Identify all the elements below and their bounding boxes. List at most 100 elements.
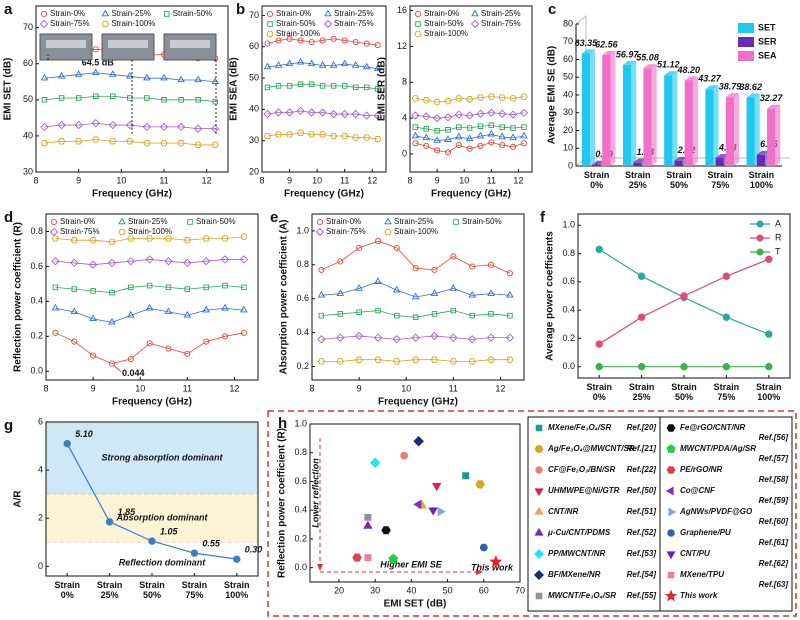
- annotation: 64.5 dB: [82, 58, 115, 68]
- x-tick-label: 11: [340, 175, 349, 185]
- y-axis-label: EMI SEA (dB): [229, 57, 240, 121]
- data-point: [362, 111, 371, 120]
- data-point: [363, 134, 371, 141]
- annotation: This work: [471, 562, 514, 572]
- plot-frame: [409, 5, 533, 173]
- data-point: [476, 109, 485, 118]
- data-point: [423, 126, 430, 132]
- data-point: [40, 139, 49, 147]
- y-tick-label: 0.6: [562, 276, 575, 286]
- data-point: [142, 122, 152, 132]
- legend-marker: [315, 227, 325, 237]
- x-axis-label: Frequency (GHz): [431, 189, 511, 200]
- data-point: [422, 133, 431, 141]
- data-point: [433, 136, 441, 143]
- data-point: [411, 292, 420, 300]
- data-point: [431, 482, 442, 492]
- data-point: [363, 40, 370, 47]
- data-point: [449, 358, 458, 365]
- data-point: [165, 284, 172, 291]
- series-line: [321, 359, 510, 362]
- legend-ref: Ref.[58]: [759, 475, 789, 484]
- series-line: [55, 236, 244, 243]
- series-line: [44, 139, 216, 146]
- annotation: 0.044: [122, 368, 145, 378]
- data-point: [40, 122, 49, 132]
- bar-top: [643, 64, 657, 69]
- bar: [633, 162, 642, 166]
- bar-side: [672, 71, 678, 166]
- data-point: [595, 245, 603, 254]
- data-point: [468, 290, 476, 298]
- sample-photo-detail: [108, 40, 148, 48]
- x-tick-label: 9: [287, 175, 292, 185]
- legend-label: Strain-50%: [424, 19, 464, 28]
- data-point: [466, 145, 473, 152]
- y-tick-label: 0.0: [294, 562, 307, 572]
- bar-top: [602, 50, 616, 55]
- legend-ref: Ref.[50]: [627, 486, 657, 495]
- data-point: [411, 111, 420, 120]
- data-point: [164, 307, 173, 315]
- data-point: [240, 305, 248, 313]
- value-label: 56.97: [616, 49, 640, 59]
- value-label: 55.08: [636, 53, 659, 63]
- data-point: [75, 95, 82, 101]
- y-tick-label: 4: [38, 465, 43, 475]
- data-point: [373, 64, 382, 71]
- legend-label: UHMWPE@Ni/GTR: [548, 486, 620, 495]
- data-point: [57, 120, 66, 130]
- data-point: [412, 124, 419, 130]
- x-tick-label: 9: [76, 175, 81, 185]
- legend-marker: [756, 234, 764, 242]
- bar-side: [631, 60, 637, 166]
- legend-marker: [324, 9, 332, 17]
- legend-label: Ag/Fe₃O₄@MWCNT/SR: [547, 444, 635, 453]
- legend-label: Strain-25%: [128, 217, 168, 226]
- bar-top: [746, 93, 760, 98]
- data-point: [341, 83, 348, 89]
- bar: [746, 97, 755, 166]
- legend-marker: [667, 571, 675, 579]
- legend-marker: [384, 228, 392, 236]
- data-point: [203, 284, 209, 291]
- series-line: [55, 285, 244, 294]
- legend-marker: [534, 527, 544, 536]
- data-point: [70, 258, 79, 268]
- bar: [602, 54, 611, 166]
- plot-frame: [311, 213, 525, 381]
- data-point: [434, 147, 441, 154]
- plot-frame: [45, 213, 259, 381]
- data-point: [428, 507, 438, 516]
- data-point: [422, 112, 431, 121]
- data-point: [127, 310, 135, 318]
- legend-label: Strain-75%: [334, 19, 374, 28]
- series-line: [267, 132, 378, 140]
- data-point: [190, 549, 199, 557]
- legend-label: Strain-75%: [481, 19, 521, 28]
- series-line: [267, 61, 378, 70]
- data-point: [297, 81, 304, 88]
- data-point: [363, 520, 373, 529]
- x-tick-label: 11: [449, 383, 458, 393]
- data-point: [89, 237, 97, 244]
- data-point: [318, 131, 327, 138]
- bar: [664, 75, 673, 166]
- legend-label: Co@CNF: [680, 486, 716, 495]
- data-point: [318, 61, 327, 68]
- data-point: [374, 86, 381, 92]
- legend-label: Strain-50%: [173, 9, 213, 18]
- x-tick-label: 9: [357, 383, 362, 393]
- data-point: [432, 114, 442, 123]
- x-axis-label: Frequency (GHz): [92, 189, 172, 200]
- data-point: [329, 61, 338, 68]
- value-label: 1.05: [160, 526, 179, 536]
- data-point: [488, 139, 495, 146]
- bar: [767, 108, 776, 166]
- data-point: [765, 255, 773, 263]
- bar-side: [692, 76, 698, 166]
- data-point: [127, 235, 135, 242]
- y-tick-label: 40: [23, 130, 33, 140]
- legend-label: Strain-0%: [276, 9, 311, 18]
- legend-label: Strain-0%: [424, 9, 459, 18]
